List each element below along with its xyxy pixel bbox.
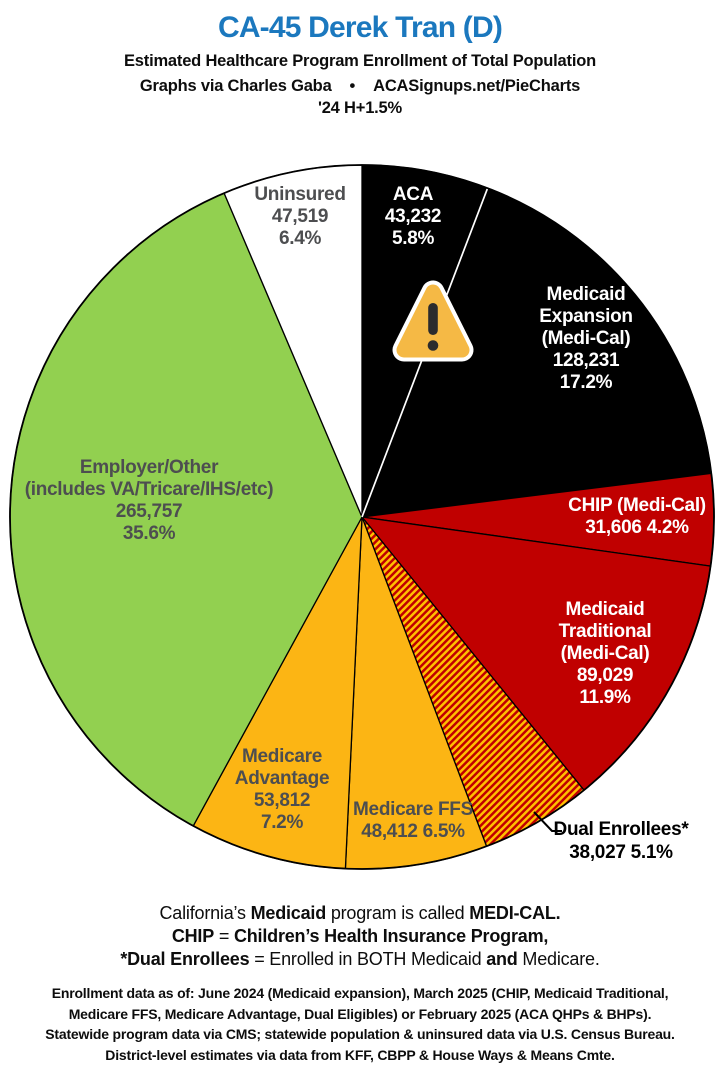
explainer-notes: California’s Medicaid program is called … <box>0 902 720 971</box>
note-dual: *Dual Enrollees = Enrolled in BOTH Medic… <box>120 949 600 969</box>
source-footer: Enrollment data as of: June 2024 (Medica… <box>0 983 720 1065</box>
footer-line: District-level estimates via data from K… <box>105 1046 615 1063</box>
note-medical: California’s Medicaid program is called … <box>159 903 561 923</box>
warning-icon <box>392 280 474 362</box>
subtitle-h-change: '24 H+1.5% <box>317 99 403 117</box>
note-chip: CHIP = Children’s Health Insurance Progr… <box>171 926 549 946</box>
subtitle: Estimated Healthcare Program Enrollment … <box>124 52 596 70</box>
bullet-separator: • <box>349 77 356 95</box>
credit-author: Graphs via Charles Gaba <box>139 77 332 95</box>
dual-enrollees-leader-line <box>533 811 562 832</box>
page-title: CA-45 Derek Tran (D) <box>217 11 503 44</box>
footer-line: Statewide program data via CMS; statewid… <box>45 1026 675 1042</box>
footer-line: Medicare FFS, Medicare Advantage, Dual E… <box>68 1005 652 1022</box>
credit-site: ACASignups.net/PieCharts <box>373 77 581 95</box>
pie-outer-rim <box>9 164 715 870</box>
credit-line: Graphs via Charles Gaba • ACASignups.net/P… <box>0 77 720 96</box>
footer-line: Enrollment data as of: June 2024 (Medica… <box>51 985 669 1001</box>
